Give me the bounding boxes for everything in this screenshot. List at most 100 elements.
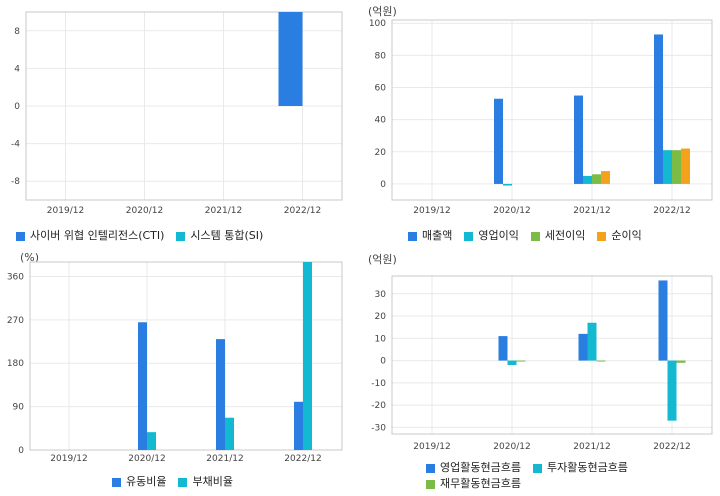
legend-swatch (426, 479, 435, 489)
legend-item-시스템-통합-si: 시스템 통합(SI) (176, 228, 263, 244)
legend-swatch (530, 231, 540, 241)
y-tick-label: 4 (14, 64, 20, 74)
legend-label: 순이익 (611, 229, 642, 242)
bar-재무활동현금흐름-2021-12 (596, 360, 606, 362)
y-tick-label: -20 (371, 401, 386, 411)
cashflow-unit-label: (억원) (368, 253, 397, 266)
y-tick-label: 80 (375, 51, 387, 61)
plot-frame (391, 19, 713, 201)
legend-row: 유동비율 부채비율 (112, 474, 245, 490)
bar-재무활동현금흐름-2022-12 (676, 360, 686, 363)
plot-frame (25, 11, 343, 201)
bar-세전이익-2022-12 (672, 150, 681, 184)
legend-item-투자활동현금흐름: 투자활동현금흐름 (532, 460, 628, 476)
legend-item-영업이익: 영업이익 (464, 228, 519, 244)
bar-매출액-2021-12 (574, 95, 583, 184)
legend-item-사이버-위협-인텔리전스-cti: 사이버 위협 인텔리전스(CTI) (16, 228, 164, 244)
bar-영업이익-2022-12 (663, 150, 672, 184)
legend-label: 영업활동현금흐름 (440, 461, 521, 474)
ratio-chart-panel: (%) 360 270 180 90 0 2019/12 2020/12 2021/12 202… (0, 248, 360, 496)
segment-chart-legend: 사이버 위협 인텔리전스(CTI) 시스템 통합(SI) (16, 228, 275, 244)
legend-item-유동비율: 유동비율 (112, 474, 166, 490)
legend-label: 투자활동현금흐름 (546, 461, 628, 474)
y-tick-label: 60 (375, 84, 387, 94)
bar-순이익-2022-12 (681, 148, 690, 184)
income-unit-label: (억원) (368, 5, 397, 18)
legend-row: 영업활동현금흐름 투자활동현금흐름 (426, 460, 640, 476)
legend-row: 사이버 위협 인텔리전스(CTI) 시스템 통합(SI) (16, 228, 275, 244)
y-tick-label: 0 (14, 102, 20, 112)
legend-item-재무활동현금흐름: 재무활동현금흐름 (426, 476, 521, 492)
x-tick-label: 2020/12 (493, 206, 530, 216)
y-tick-label: 0 (380, 180, 386, 190)
x-tick-label: 2019/12 (413, 442, 450, 452)
legend-swatch (16, 231, 25, 241)
legend-label: 세전이익 (544, 229, 586, 242)
legend-label: 매출액 (422, 229, 453, 242)
ratio-unit-label: (%) (20, 251, 40, 264)
legend-item-세전이익: 세전이익 (530, 228, 586, 244)
x-tick-label: 2021/12 (206, 454, 243, 464)
x-tick-label: 2019/12 (413, 206, 450, 216)
legend-row: 매출액 영업이익 세전이익 순이익 (408, 228, 654, 244)
legend-label: 부채비율 (192, 475, 233, 488)
bar-투자활동현금흐름-2022-12 (667, 360, 677, 421)
x-tick-label: 2020/12 (493, 442, 530, 452)
legend-swatch (176, 231, 186, 241)
legend-row: 재무활동현금흐름 (426, 476, 640, 492)
legend-swatch (464, 231, 474, 241)
bar-투자활동현금흐름-2021-12 (587, 322, 597, 361)
ratio-chart: 360 270 180 90 0 2019/12 2020/12 2021/12 2022/12 (7, 261, 343, 464)
y-tick-label: 0 (380, 357, 386, 367)
y-tick-label: 8 (14, 27, 20, 37)
x-tick-label: 2020/12 (126, 206, 163, 216)
bar-순이익-2021-12 (601, 171, 610, 184)
y-tick-label: 360 (7, 272, 24, 282)
y-tick-label: 10 (375, 334, 387, 344)
bar-영업이익-2021-12 (583, 175, 592, 184)
legend-swatch (178, 477, 188, 487)
bar-영업활동현금흐름-2022-12 (658, 280, 668, 361)
bar-유동비율-2020-12 (138, 322, 147, 450)
x-tick-label: 2019/12 (47, 206, 84, 216)
y-tick-label: 30 (375, 290, 387, 300)
bar-부채비율-2022-12 (303, 262, 312, 450)
x-tick-label: 2021/12 (573, 206, 610, 216)
plot-frame (391, 275, 713, 435)
legend-swatch (532, 463, 542, 473)
legend-label: 사이버 위협 인텔리전스(CTI) (30, 229, 165, 242)
cashflow-chart-panel: (억원) 30 20 10 0 -10 -20 -30 2019/12 2020/12 2021/… (360, 248, 720, 496)
bar-부채비율-2020-12 (147, 432, 156, 450)
bar-유동비율-2022-12 (294, 401, 303, 450)
bar-매출액-2020-12 (494, 98, 503, 184)
bar-부채비율-2021-12 (225, 417, 234, 450)
legend-swatch (112, 477, 121, 487)
bar-투자활동현금흐름-2020-12 (507, 360, 517, 366)
legend-item-순이익: 순이익 (597, 228, 642, 244)
y-tick-label: 0 (18, 446, 24, 456)
legend-item-영업활동현금흐름: 영업활동현금흐름 (426, 460, 521, 476)
y-tick-label: 20 (375, 148, 387, 158)
ratio-chart-legend: 유동비율 부채비율 (112, 474, 245, 490)
x-tick-label: 2022/12 (653, 442, 690, 452)
legend-swatch (408, 231, 417, 241)
y-tick-label: 180 (7, 359, 24, 369)
bar-매출액-2022-12 (654, 34, 663, 184)
y-tick-label: -30 (371, 423, 386, 433)
y-tick-label: 20 (375, 312, 387, 322)
segment-chart-panel: 8 4 0 -4 -8 2019/12 2020/12 2021/12 2022/12 사이버 … (0, 0, 360, 248)
x-tick-label: 2019/12 (50, 454, 87, 464)
y-tick-label: -4 (11, 140, 20, 150)
bar-유동비율-2021-12 (216, 339, 225, 450)
legend-item-매출액: 매출액 (408, 228, 452, 244)
y-tick-label: 90 (13, 403, 25, 413)
legend-label: 시스템 통합(SI) (190, 229, 264, 242)
legend-swatch (597, 231, 607, 241)
x-tick-label: 2021/12 (573, 442, 610, 452)
y-tick-label: 100 (369, 19, 386, 29)
bar-영업이익-2020-12 (503, 183, 512, 186)
legend-label: 유동비율 (126, 475, 167, 488)
income-chart-legend: 매출액 영업이익 세전이익 순이익 (408, 228, 654, 244)
y-tick-label: 40 (375, 116, 387, 126)
bar-재무활동현금흐름-2020-12 (516, 360, 526, 362)
